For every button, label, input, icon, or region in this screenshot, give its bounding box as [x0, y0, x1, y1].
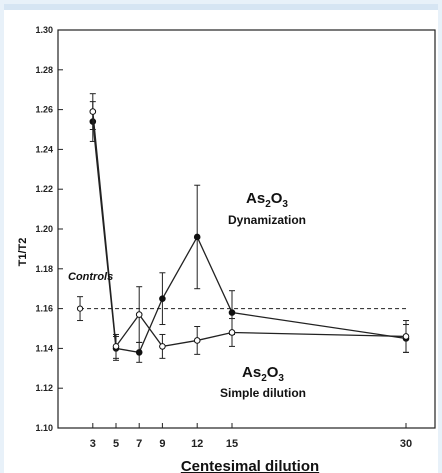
y-tick-label: 1.16: [35, 304, 53, 314]
simple-dilution-label: Simple dilution: [220, 386, 306, 400]
y-tick-label: 1.14: [35, 343, 53, 353]
data-point: [402, 333, 410, 340]
x-tick-label: 15: [226, 438, 238, 450]
simple-dilution-series: [89, 93, 410, 359]
y-tick-label: 1.30: [35, 25, 53, 35]
controls-point: [76, 296, 84, 322]
data-point: [228, 329, 236, 336]
data-point: [89, 108, 97, 115]
y-tick-label: 1.12: [35, 383, 53, 393]
simple-dilution-formula: As2O3: [242, 364, 284, 384]
figure-frame: 1.10 1.12 1.14 1.16 1.18 1.20 1.22 1.24 1.26 1.28…: [4, 4, 438, 473]
y-tick-label: 1.18: [35, 264, 53, 274]
series-line: [92, 111, 407, 349]
x-tick-label: 9: [159, 438, 165, 450]
y-tick-label: 1.10: [35, 423, 53, 433]
x-axis: 3 5 7 9 12 15 30: [90, 423, 412, 450]
data-point: [159, 343, 166, 350]
y-tick-label: 1.24: [35, 144, 53, 154]
data-point: [228, 309, 236, 316]
y-tick-label: 1.20: [35, 224, 53, 234]
y-axis-label: T1/T2: [17, 238, 29, 267]
data-point: [135, 311, 143, 318]
x-tick-label: 3: [90, 438, 96, 450]
x-tick-label: 7: [136, 438, 142, 450]
x-tick-label: 30: [400, 438, 412, 450]
data-point: [76, 305, 84, 312]
y-tick-label: 1.26: [35, 105, 53, 115]
x-tick-label: 5: [113, 438, 119, 450]
series-layer: [89, 93, 410, 363]
data-point: [112, 343, 120, 350]
data-point: [193, 337, 201, 344]
y-tick-label: 1.22: [35, 184, 53, 194]
data-point: [159, 295, 166, 302]
y-axis: 1.10 1.12 1.14 1.16 1.18 1.20 1.22 1.24 1.26 1.28…: [35, 25, 63, 433]
x-axis-label: Centesimal dilution: [181, 458, 319, 473]
dynamization-series: [89, 101, 410, 363]
dynamization-label: Dynamization: [228, 213, 306, 227]
y-tick-label: 1.28: [35, 65, 53, 75]
data-point: [193, 233, 201, 241]
dynamization-formula: As2O3: [246, 190, 288, 210]
x-tick-label: 12: [191, 438, 203, 450]
controls-label: Controls: [68, 271, 113, 283]
data-point: [135, 349, 143, 356]
t1-t2-chart: 1.10 1.12 1.14 1.16 1.18 1.20 1.22 1.24 1.26 1.28…: [17, 25, 436, 473]
